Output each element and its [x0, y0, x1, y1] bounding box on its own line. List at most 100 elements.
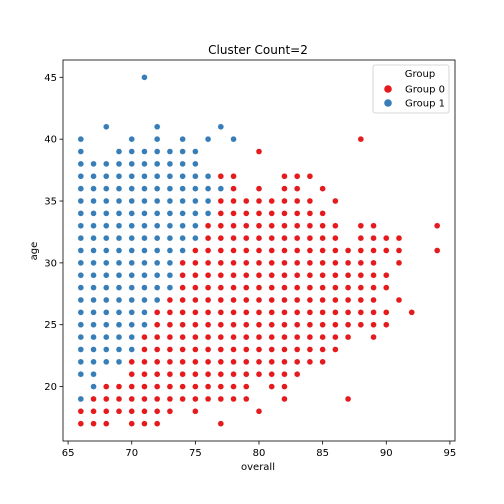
point-group-0: [166, 408, 174, 415]
point-group-0: [306, 358, 314, 366]
point-group-0: [192, 371, 199, 378]
point-group-0: [153, 420, 161, 427]
point-group-0: [281, 371, 288, 378]
point-group-0: [217, 197, 225, 205]
point-group-0: [357, 296, 365, 304]
point-group-0: [255, 346, 263, 353]
point-group-0: [192, 358, 199, 366]
point-group-0: [255, 309, 263, 316]
point-group-1: [153, 185, 161, 192]
point-group-1: [166, 272, 174, 279]
point-group-0: [192, 408, 199, 415]
point-group-1: [217, 123, 225, 130]
point-group-1: [141, 259, 148, 267]
point-group-1: [179, 173, 186, 180]
point-group-0: [319, 234, 326, 242]
point-group-0: [332, 222, 339, 229]
point-group-0: [255, 371, 263, 378]
point-group-1: [115, 321, 123, 328]
point-group-0: [370, 234, 377, 242]
point-group-0: [332, 197, 339, 205]
point-group-0: [77, 408, 85, 415]
point-group-0: [243, 272, 250, 279]
point-group-0: [268, 272, 275, 279]
point-group-0: [192, 272, 199, 279]
point-group-0: [243, 395, 250, 403]
point-group-1: [103, 358, 110, 366]
point-group-0: [293, 185, 301, 192]
point-group-1: [141, 148, 148, 155]
point-group-0: [319, 333, 326, 341]
point-group-0: [230, 321, 237, 328]
point-group-1: [115, 173, 123, 180]
point-group-0: [166, 296, 174, 304]
point-group-0: [230, 395, 237, 403]
point-group-1: [103, 234, 110, 242]
point-group-1: [153, 234, 161, 242]
point-group-1: [192, 222, 199, 229]
point-group-0: [115, 383, 123, 390]
point-group-1: [115, 333, 123, 341]
legend-box: [372, 64, 450, 114]
point-group-1: [128, 234, 135, 242]
point-group-0: [370, 333, 377, 341]
point-group-0: [153, 408, 161, 415]
point-group-0: [395, 247, 403, 254]
point-group-0: [192, 259, 199, 267]
point-group-0: [293, 309, 301, 316]
point-group-1: [90, 333, 97, 341]
point-group-0: [204, 346, 212, 353]
point-group-0: [268, 210, 275, 217]
point-group-0: [204, 259, 212, 267]
point-group-0: [166, 346, 174, 353]
y-tick-label: 25: [44, 320, 57, 331]
point-group-0: [344, 259, 352, 267]
point-group-1: [103, 222, 110, 229]
point-group-0: [204, 383, 212, 390]
point-group-0: [268, 222, 275, 229]
point-group-1: [166, 173, 174, 180]
point-group-0: [255, 222, 263, 229]
point-group-0: [357, 247, 365, 254]
point-group-1: [166, 210, 174, 217]
point-group-0: [243, 284, 250, 291]
point-group-0: [332, 296, 339, 304]
x-tick-label: 65: [62, 448, 75, 459]
point-group-0: [332, 247, 339, 254]
point-group-1: [166, 160, 174, 168]
point-group-1: [141, 321, 148, 328]
point-group-0: [166, 383, 174, 390]
point-group-0: [243, 333, 250, 341]
point-group-1: [153, 148, 161, 155]
point-group-0: [306, 247, 314, 254]
x-tick-label: 70: [125, 448, 138, 459]
legend-label-group-1: Group 1: [405, 99, 445, 110]
point-group-1: [179, 148, 186, 155]
point-group-0: [153, 383, 161, 390]
point-group-0: [230, 185, 237, 192]
point-group-0: [217, 173, 225, 180]
point-group-0: [268, 247, 275, 254]
y-tick-label: 35: [44, 197, 57, 208]
point-group-1: [128, 160, 135, 168]
point-group-0: [230, 222, 237, 229]
point-group-0: [344, 395, 352, 403]
point-group-1: [77, 210, 85, 217]
point-group-0: [204, 358, 212, 366]
point-group-0: [370, 247, 377, 254]
point-group-0: [204, 234, 212, 242]
point-group-0: [255, 284, 263, 291]
legend-marker-group-0: [384, 85, 392, 93]
point-group-1: [77, 371, 85, 378]
point-group-0: [281, 222, 288, 229]
point-group-0: [243, 383, 250, 390]
point-group-0: [293, 358, 301, 366]
point-group-0: [293, 321, 301, 328]
point-group-0: [204, 296, 212, 304]
point-group-1: [128, 284, 135, 291]
point-group-0: [230, 272, 237, 279]
point-group-1: [192, 173, 199, 180]
point-group-0: [319, 346, 326, 353]
point-group-0: [204, 222, 212, 229]
point-group-0: [204, 395, 212, 403]
